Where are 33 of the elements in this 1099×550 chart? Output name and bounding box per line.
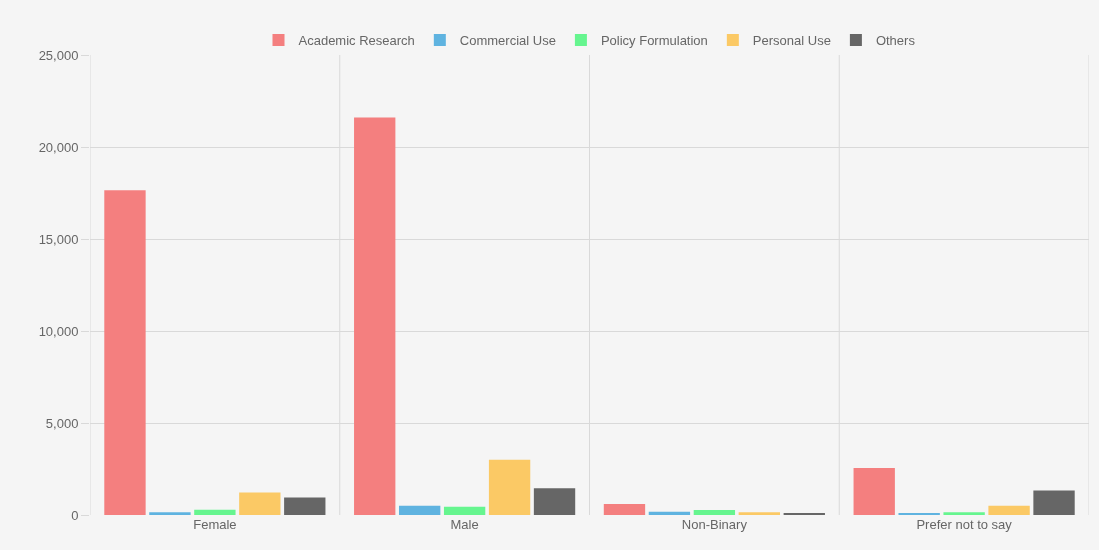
bar: [398, 505, 441, 515]
bar: [1033, 490, 1075, 515]
bar: [104, 190, 146, 515]
y-tick-label: 15,000: [38, 231, 79, 247]
x-tick-label: Non-Binary: [681, 517, 748, 532]
bar: [239, 492, 281, 515]
x-tick-label: Male: [450, 517, 479, 532]
y-tick-label: 0: [71, 507, 79, 523]
legend-label: Commercial Use: [459, 33, 556, 49]
legend-label: Personal Use: [752, 33, 831, 49]
y-tick-label: 20,000: [38, 139, 79, 155]
bar: [943, 512, 985, 515]
legend-label: Others: [875, 33, 916, 49]
bar: [603, 503, 646, 515]
bar: [988, 505, 1030, 515]
y-tick-label: 10,000: [38, 323, 79, 339]
x-tick-label: Female: [193, 517, 237, 532]
y-tick-label: 25,000: [38, 47, 79, 63]
bar: [738, 512, 781, 515]
bar: [533, 488, 576, 515]
bar: [354, 117, 396, 515]
bar: [284, 497, 326, 515]
legend-label: Policy Formulation: [600, 33, 708, 49]
x-tick-label: Prefer not to say: [916, 517, 1013, 532]
bar: [853, 468, 895, 515]
bar: [488, 459, 531, 515]
bar: [648, 511, 691, 515]
bar: [693, 510, 736, 515]
bar: [149, 512, 191, 515]
bar: [443, 506, 486, 515]
y-tick-label: 5,000: [45, 415, 79, 431]
bar: [194, 509, 236, 515]
legend-label: Academic Research: [298, 33, 415, 49]
